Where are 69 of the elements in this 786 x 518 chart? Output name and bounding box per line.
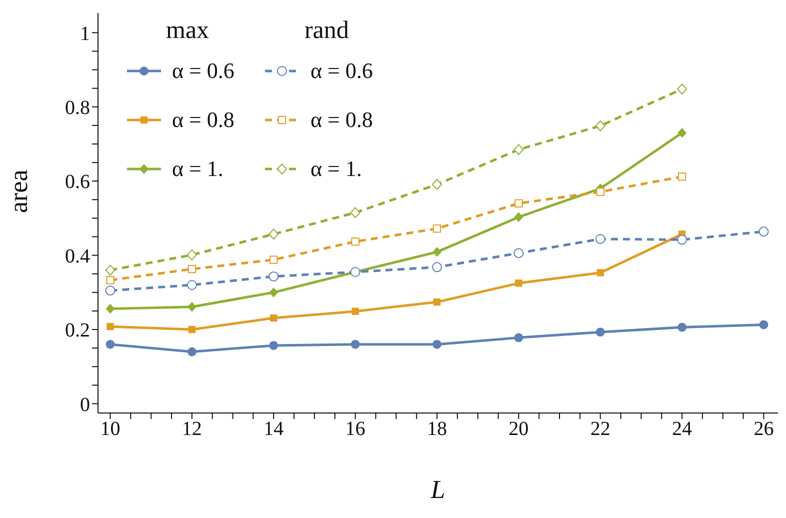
- point: [514, 144, 524, 155]
- point: [350, 207, 360, 218]
- point: [514, 248, 524, 258]
- legend-label: α = 1.: [172, 156, 224, 182]
- x-tick-label: 26: [754, 418, 774, 440]
- point: [106, 304, 115, 314]
- point: [105, 286, 116, 296]
- x-tick-label: 14: [264, 418, 284, 440]
- y-tick-label: 1: [80, 22, 90, 45]
- point: [268, 228, 279, 240]
- point: [678, 128, 687, 138]
- x-tick-label: 24: [672, 418, 692, 440]
- annotation: max: [165, 16, 210, 46]
- x-tick-label: 16: [345, 418, 366, 440]
- point: [270, 256, 278, 264]
- y-tick-label: 0.2: [65, 320, 90, 342]
- point: [759, 320, 768, 330]
- point: [269, 287, 278, 298]
- point: [187, 302, 196, 312]
- point: [514, 333, 524, 342]
- point: [595, 234, 606, 244]
- y-tick-label: 0.4: [65, 245, 90, 268]
- point: [595, 120, 606, 132]
- point: [350, 340, 360, 349]
- x-axis-title: L: [430, 475, 446, 504]
- y-axis-title: area: [4, 169, 34, 213]
- y-tick-label: 0.8: [65, 96, 90, 119]
- point: [432, 224, 442, 233]
- point: [596, 328, 605, 337]
- point: [433, 298, 441, 306]
- point: [515, 280, 522, 287]
- point: [432, 340, 442, 349]
- point: [186, 249, 197, 260]
- legend-label: α = 0.8: [310, 106, 373, 132]
- point: [514, 199, 523, 208]
- point: [106, 340, 115, 349]
- x-tick-label: 12: [182, 418, 202, 440]
- point: [677, 84, 688, 95]
- x-tick-label: 20: [508, 418, 529, 440]
- y-tick-label: 0: [80, 394, 90, 416]
- point: [269, 340, 278, 350]
- legend-label: α = 0.6: [172, 58, 234, 84]
- point: [188, 326, 196, 334]
- legend-label: α = 0.6: [310, 58, 373, 84]
- point: [268, 271, 279, 282]
- point: [106, 276, 114, 284]
- point: [432, 178, 442, 190]
- x-tick-label: 18: [426, 418, 447, 440]
- point: [432, 247, 442, 257]
- x-tick-label: 10: [100, 418, 120, 440]
- point: [596, 269, 604, 276]
- point: [188, 264, 196, 274]
- point: [270, 314, 278, 322]
- x-tick-label: 22: [590, 418, 610, 440]
- annotation: rand: [303, 16, 350, 46]
- point: [351, 237, 360, 246]
- y-tick-label: 0.6: [65, 171, 90, 194]
- point: [514, 212, 524, 222]
- point: [187, 347, 196, 356]
- point: [678, 172, 686, 181]
- point: [106, 322, 114, 330]
- point: [352, 308, 359, 315]
- point: [432, 262, 442, 272]
- point: [105, 264, 116, 276]
- legend-label: α = 1.: [310, 156, 362, 182]
- legend-label: α = 0.8: [172, 106, 234, 132]
- point: [677, 234, 688, 245]
- point: [678, 322, 687, 332]
- point: [596, 188, 604, 196]
